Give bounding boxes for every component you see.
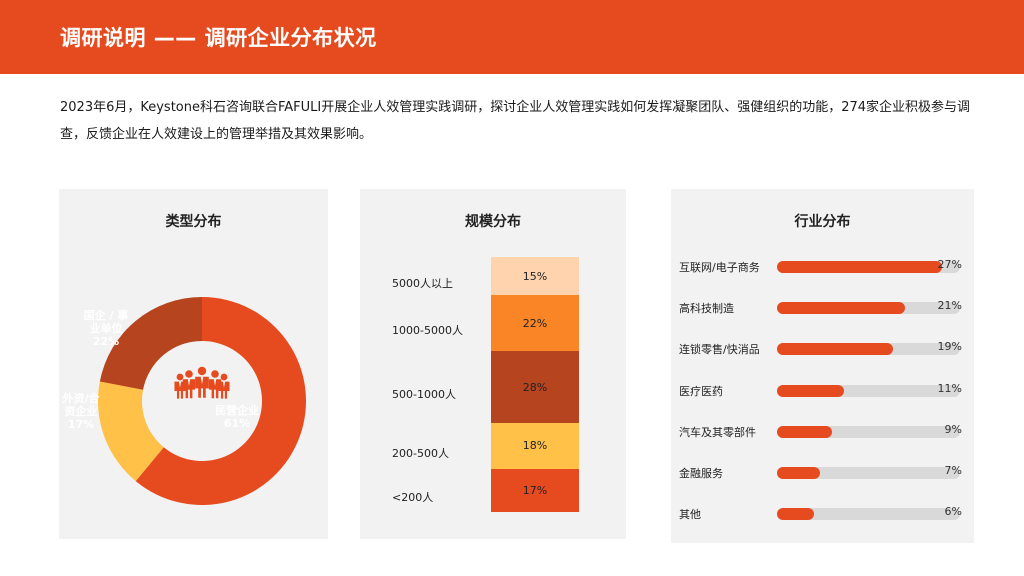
scale-segment-value: 17% bbox=[522, 483, 548, 497]
intro-paragraph: 2023年6月，Keystone科石咨询联合FAFULI开展企业人效管理实践调研… bbox=[60, 100, 971, 142]
scale-segment-value: 28% bbox=[522, 380, 548, 394]
industry-bar bbox=[777, 343, 893, 356]
industry-bar-value: 19% bbox=[937, 340, 962, 354]
scale-segment-value: 18% bbox=[522, 439, 548, 453]
type-chart-title: 类型分布 bbox=[165, 214, 222, 230]
header-bar: 调研说明 —— 调研企业分布状况 bbox=[0, 0, 1024, 74]
scale-category-label: 1000-5000人 bbox=[392, 324, 463, 338]
donut-slice bbox=[98, 381, 164, 482]
industry-bar bbox=[777, 261, 942, 273]
industry-bar-value: 6% bbox=[944, 505, 962, 519]
industry-bar-track bbox=[777, 302, 960, 315]
industry-bar bbox=[777, 508, 814, 521]
scale-segment-value: 22% bbox=[522, 316, 548, 330]
scale-distribution-panel: 规模分布 15% 5000人以上 22% 1000-5000人 28% 500-1000人… bbox=[360, 189, 626, 539]
industry-bar-track bbox=[777, 425, 960, 438]
industry-category-label: 金融服务 bbox=[679, 467, 723, 480]
industry-bar-value: 7% bbox=[944, 464, 962, 477]
industry-category-label: 连锁零售/快消品 bbox=[679, 343, 760, 357]
donut-slice bbox=[99, 297, 202, 390]
industry-bar-value: 27% bbox=[937, 258, 962, 271]
scale-bar-segment: 15% bbox=[491, 257, 579, 296]
industry-bar-value: 9% bbox=[944, 422, 962, 436]
donut-slice-label: 民营企业 61% bbox=[215, 403, 259, 430]
scale-bar-segment: 17% bbox=[491, 468, 579, 512]
industry-category-label: 汽车及其零部件 bbox=[679, 425, 756, 439]
industry-bar-track bbox=[777, 508, 960, 521]
type-distribution-panel: 类型分布 民营企业 61% 外资/合资企业 17% 国企 / 事业单位 22% bbox=[59, 189, 328, 539]
scale-bar-segment: 28% bbox=[491, 351, 579, 423]
scale-category-label: 5000人以上 bbox=[392, 277, 453, 291]
industry-bar-value: 21% bbox=[937, 299, 962, 313]
industry-category-label: 高科技制造 bbox=[679, 302, 734, 316]
industry-bar-track bbox=[777, 467, 960, 479]
industry-bar-track bbox=[777, 343, 960, 356]
industry-bar bbox=[777, 425, 832, 438]
industry-bar bbox=[777, 384, 845, 397]
industry-category-label: 互联网/电子商务 bbox=[679, 261, 760, 274]
scale-bar-segment: 18% bbox=[491, 422, 579, 469]
donut-slice bbox=[135, 297, 306, 505]
scale-category-label: 200-500人 bbox=[392, 446, 449, 460]
industry-chart-title: 行业分布 bbox=[794, 214, 851, 230]
scale-category-label: <200人 bbox=[392, 491, 434, 505]
scale-segment-value: 15% bbox=[522, 269, 548, 283]
industry-bar-track bbox=[777, 261, 960, 273]
people-group-icon bbox=[174, 366, 230, 399]
donut-slice-label: 国企 / 事业单位 22% bbox=[84, 308, 129, 348]
donut-slice-label: 外资/合资企业 17% bbox=[61, 391, 100, 431]
scale-bar-segment: 22% bbox=[491, 295, 579, 352]
type-donut-chart: 民营企业 61% 外资/合资企业 17% 国企 / 事业单位 22% bbox=[61, 297, 306, 505]
scale-category-label: 500-1000人 bbox=[392, 388, 456, 402]
industry-category-label: 其他 bbox=[679, 508, 701, 522]
industry-category-label: 医疗医药 bbox=[679, 384, 723, 398]
industry-bar bbox=[777, 302, 906, 315]
industry-bar-value: 11% bbox=[937, 381, 962, 395]
industry-bar-track bbox=[777, 384, 960, 397]
industry-distribution-panel: 行业分布 互联网/电子商务 27% 高科技制造 21% 连锁零售/快消品 19% 医疗医药 1… bbox=[671, 189, 974, 543]
page-title: 调研说明 —— 调研企业分布状况 bbox=[60, 26, 377, 50]
industry-bar bbox=[777, 467, 820, 479]
scale-chart-title: 规模分布 bbox=[465, 214, 521, 230]
